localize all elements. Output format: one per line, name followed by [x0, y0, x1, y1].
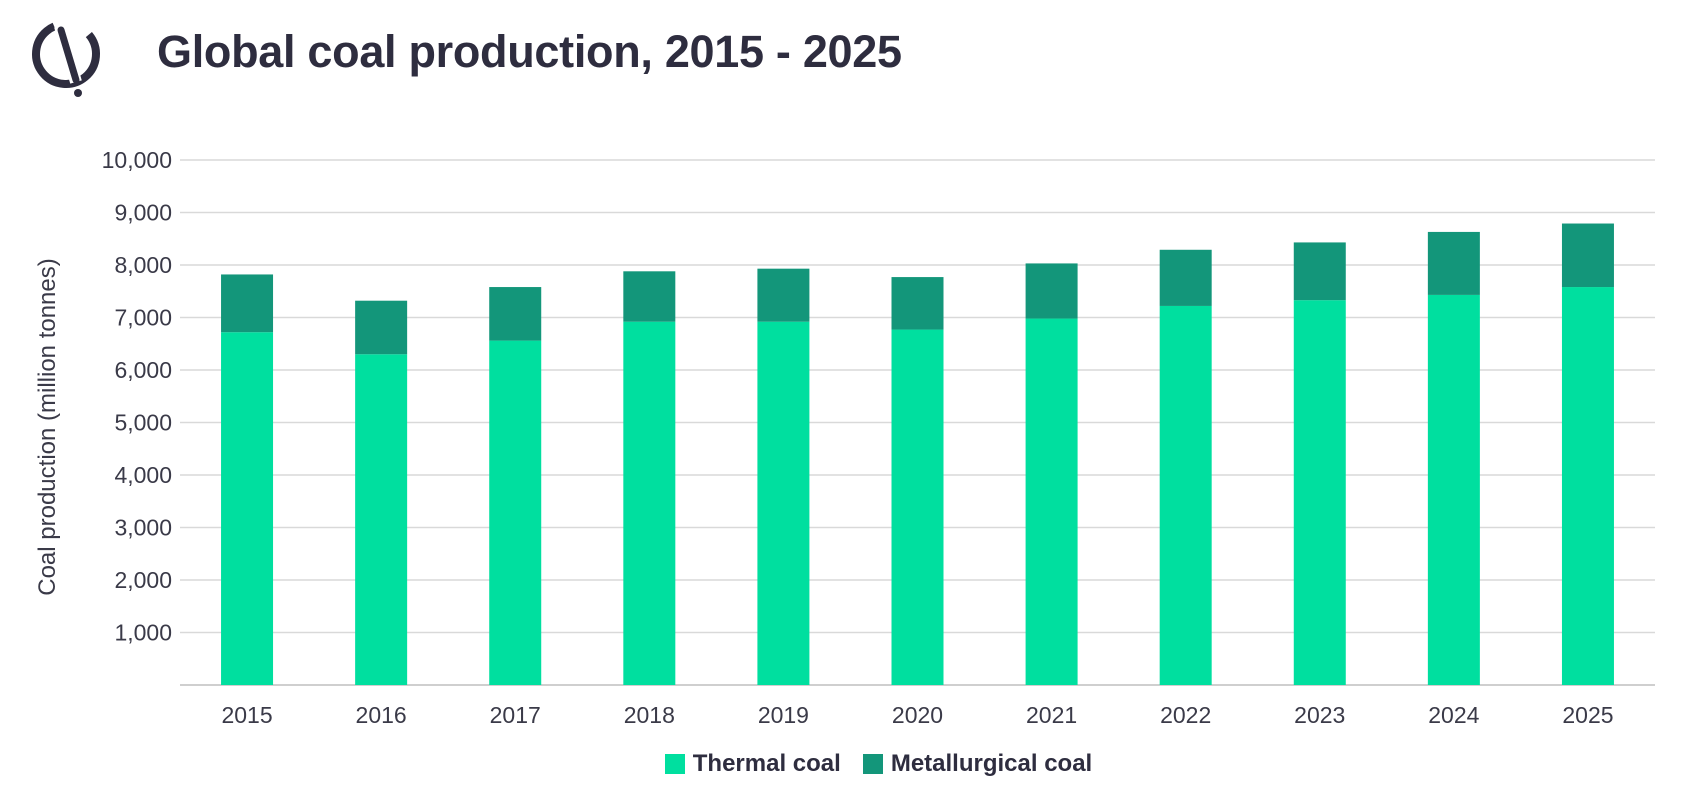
y-tick-label: 1,000: [114, 620, 172, 646]
y-tick-label: 10,000: [102, 147, 172, 173]
y-tick-label: 5,000: [114, 410, 172, 436]
bar-metallurgical-2015: [221, 274, 274, 333]
bar-metallurgical-2018: [623, 271, 676, 322]
y-tick-label: 6,000: [114, 357, 172, 383]
y-tick-label: 3,000: [114, 515, 172, 541]
legend-label-metallurgical: Metallurgical coal: [890, 750, 1093, 777]
x-axis-ticks: 2015 2016 2017 2018 2019 2020 2021 2022 2023 2024…: [221, 702, 1613, 728]
x-tick-label: 2015: [221, 702, 272, 728]
bar-metallurgical-2019: [757, 268, 810, 322]
legend-item-metallurgical: Metallurgical coal: [862, 750, 1093, 778]
bar-thermal-2016: [355, 354, 408, 685]
x-tick-label: 2019: [758, 702, 809, 728]
bar-thermal-2022: [1159, 305, 1212, 685]
y-tick-label: 7,000: [114, 305, 172, 331]
bar-metallurgical-2023: [1293, 242, 1346, 301]
bar-thermal-2020: [891, 329, 944, 685]
bar-thermal-2018: [623, 321, 676, 685]
y-axis-title: Coal production (million tonnes): [34, 258, 61, 596]
bar-metallurgical-2016: [355, 300, 408, 355]
y-axis-ticks: 1,000 2,000 3,000 4,000 5,000 6,000 7,000 8,000…: [102, 147, 172, 646]
bar-thermal-2019: [757, 321, 810, 685]
legend-swatch-metallurgical: [862, 754, 883, 774]
chart-title: Global coal production, 2015 - 2025: [157, 26, 902, 77]
bar-thermal-2023: [1293, 300, 1346, 685]
x-tick-label: 2018: [624, 702, 675, 728]
bar-thermal-2024: [1427, 294, 1480, 685]
legend-swatch-thermal: [664, 754, 685, 774]
bar-metallurgical-2024: [1427, 231, 1480, 295]
y-tick-label: 9,000: [114, 200, 172, 226]
x-tick-label: 2025: [1562, 702, 1613, 728]
bars: [221, 223, 1614, 685]
x-tick-label: 2017: [490, 702, 541, 728]
bar-thermal-2021: [1025, 318, 1078, 685]
logo-icon: [26, 12, 108, 102]
bar-thermal-2017: [489, 340, 542, 685]
legend: Thermal coal Metallurgical coal: [0, 750, 1687, 778]
bar-metallurgical-2021: [1025, 263, 1078, 319]
y-tick-label: 8,000: [114, 252, 172, 278]
bar-metallurgical-2025: [1561, 223, 1614, 288]
x-tick-label: 2024: [1428, 702, 1479, 728]
x-tick-label: 2016: [356, 702, 407, 728]
x-tick-label: 2020: [892, 702, 943, 728]
x-tick-label: 2021: [1026, 702, 1077, 728]
y-tick-label: 2,000: [114, 567, 172, 593]
bar-thermal-2025: [1561, 287, 1614, 685]
legend-item-thermal: Thermal coal: [664, 750, 841, 778]
bar-metallurgical-2020: [891, 277, 944, 330]
bar-thermal-2015: [221, 332, 274, 685]
x-tick-label: 2022: [1160, 702, 1211, 728]
bar-metallurgical-2022: [1159, 249, 1212, 306]
y-tick-label: 4,000: [114, 462, 172, 488]
legend-label-thermal: Thermal coal: [692, 750, 841, 777]
x-tick-label: 2023: [1294, 702, 1345, 728]
bar-metallurgical-2017: [489, 287, 542, 341]
